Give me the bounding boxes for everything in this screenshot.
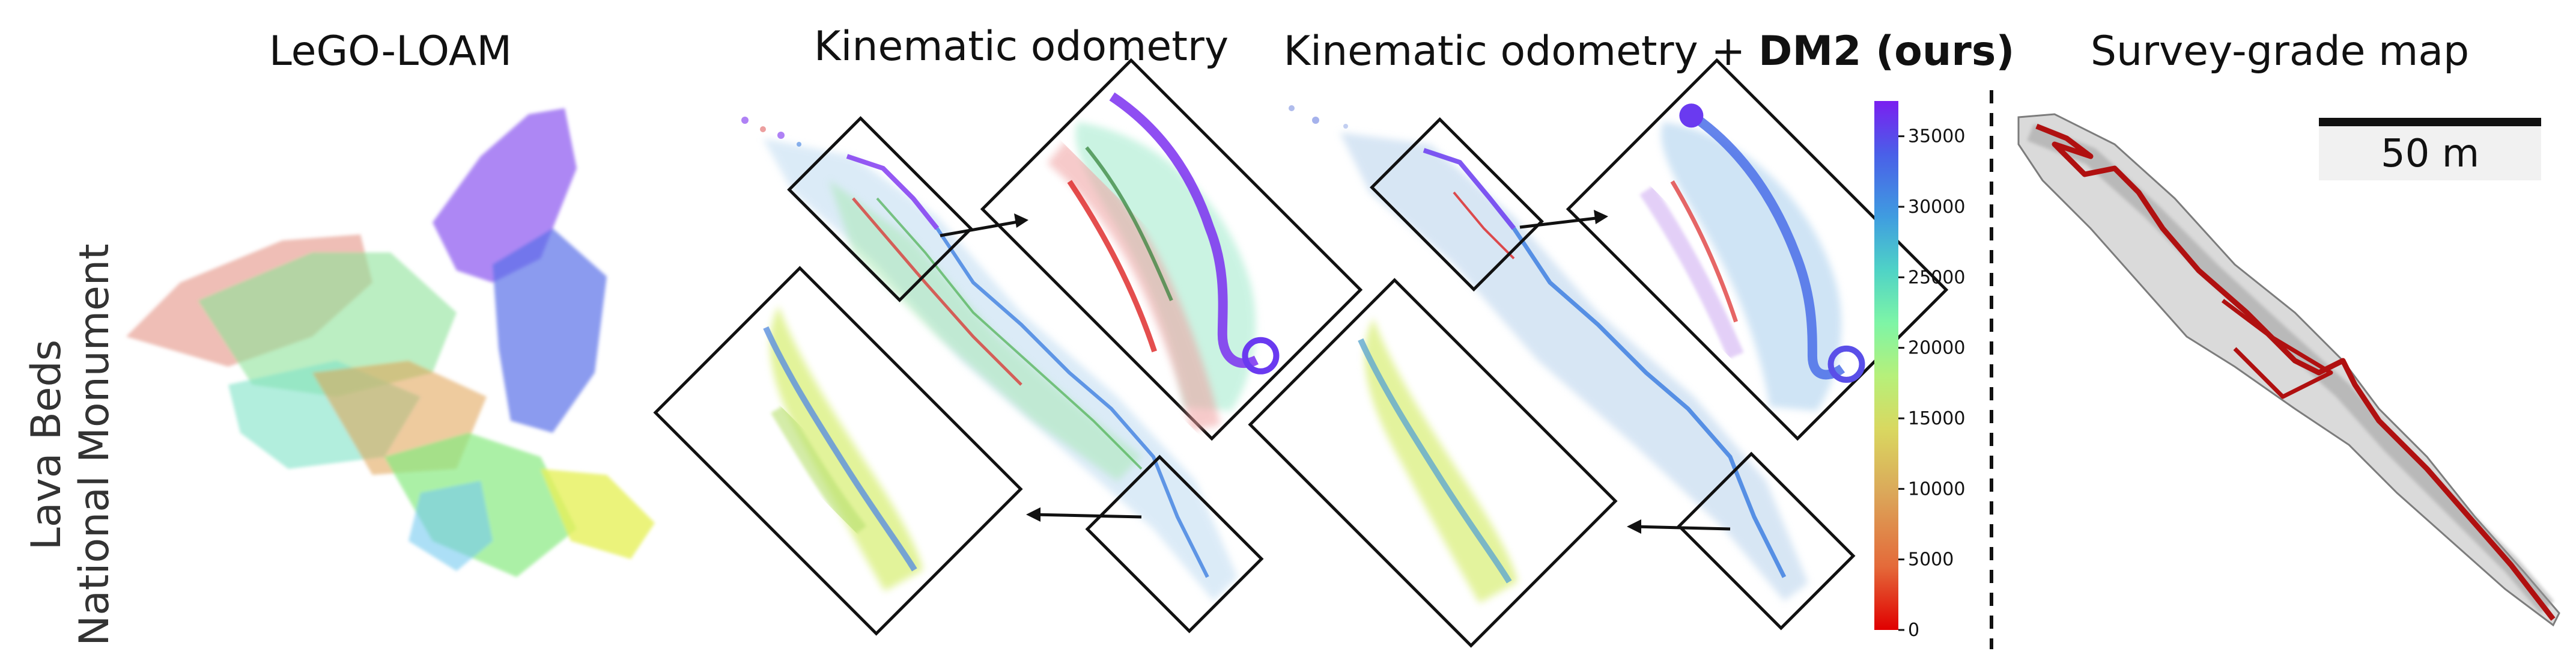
cloud-yellow (541, 469, 655, 559)
kinematic-fragments (741, 117, 801, 147)
kinematic-arrow-top (940, 219, 1022, 237)
title-kinematic-dm2-bold: DM2 (ours) (1758, 28, 2014, 75)
colorbar-tick-label: 20000 (1908, 338, 1965, 359)
dm2-region-box-bottom (1677, 451, 1856, 631)
title-lego-loam: LeGO-LOAM (269, 28, 512, 75)
dm2-arrowhead-top (1594, 210, 1608, 224)
kinematic-arrow-bottom (1033, 513, 1142, 519)
lego-loam-point-cloud (126, 108, 655, 577)
kinematic-inset-bottom (653, 266, 1023, 636)
title-kinematic-odometry: Kinematic odometry (814, 23, 1229, 70)
survey-cave-outline (2017, 113, 2560, 627)
dm2-fragments (1289, 105, 1348, 129)
kinematic-region-box-top (787, 116, 973, 302)
kinematic-map (653, 58, 1363, 636)
dm2-arrow-bottom (1633, 525, 1731, 531)
colorbar-bar (1874, 101, 1898, 630)
colorbar-tick-label: 35000 (1908, 126, 1965, 147)
kinematic-track-red (852, 197, 1022, 386)
dm2-inset-bottom (1248, 278, 1618, 648)
colorbar-tick-label: 30000 (1908, 197, 1965, 218)
scale-bar-label: 50 m (2381, 132, 2479, 176)
dm2-inset-top (1566, 58, 1949, 441)
cloud-blue (493, 228, 607, 433)
colorbar-tick-label: 10000 (1908, 478, 1965, 500)
kinematic-track-purple (846, 154, 940, 230)
scale-bar: 50 m (2319, 118, 2541, 180)
dm2-map (1248, 58, 1949, 648)
survey-track (2035, 123, 2556, 621)
kinematic-track-green (876, 197, 1143, 470)
dm2-track-red (1453, 191, 1515, 260)
kinematic-inset-top (980, 58, 1363, 441)
row-label-line2: National Monument (71, 243, 118, 646)
survey-map (2017, 113, 2560, 627)
scale-bar-line (2319, 118, 2541, 126)
kinematic-arrowhead-top (1014, 213, 1028, 228)
colorbar-tick-label: 15000 (1908, 408, 1965, 429)
title-kinematic-dm2-plain: Kinematic odometry + (1284, 28, 1758, 75)
dm2-region-box-top (1370, 117, 1544, 292)
title-kinematic-dm2: Kinematic odometry + DM2 (ours) (1284, 28, 2015, 75)
dm2-arrowhead-bottom (1627, 519, 1641, 534)
dm2-swath (1340, 132, 1808, 601)
cloud-green-left (198, 252, 457, 397)
row-label: Lava Beds National Monument (23, 243, 118, 646)
cloud-lightblue (409, 481, 493, 571)
dm2-arrow-top (1519, 216, 1602, 229)
kinematic-region-box-bottom (1085, 454, 1264, 634)
colorbar-ticks: 0 5000 10000 15000 20000 25000 30000 35000 (1898, 126, 1965, 641)
colorbar-tick-label: 5000 (1908, 549, 1954, 570)
title-survey-grade-map: Survey-grade map (2091, 28, 2469, 75)
kinematic-swath-green (829, 180, 1141, 481)
survey-track-loop (2221, 299, 2333, 399)
kinematic-track-blue (935, 227, 1209, 578)
colorbar-tick-label: 25000 (1908, 267, 1965, 288)
scale-bar-background (2319, 126, 2541, 180)
dm2-track-purple (1423, 148, 1516, 230)
colorbar: 0 5000 10000 15000 20000 25000 30000 35000 (1874, 101, 1965, 641)
dm2-track-blue (1512, 227, 1787, 578)
kinematic-arrowhead-bottom (1026, 507, 1040, 522)
row-label-line1: Lava Beds (23, 340, 70, 550)
colorbar-tick-label: 0 (1908, 620, 1919, 641)
